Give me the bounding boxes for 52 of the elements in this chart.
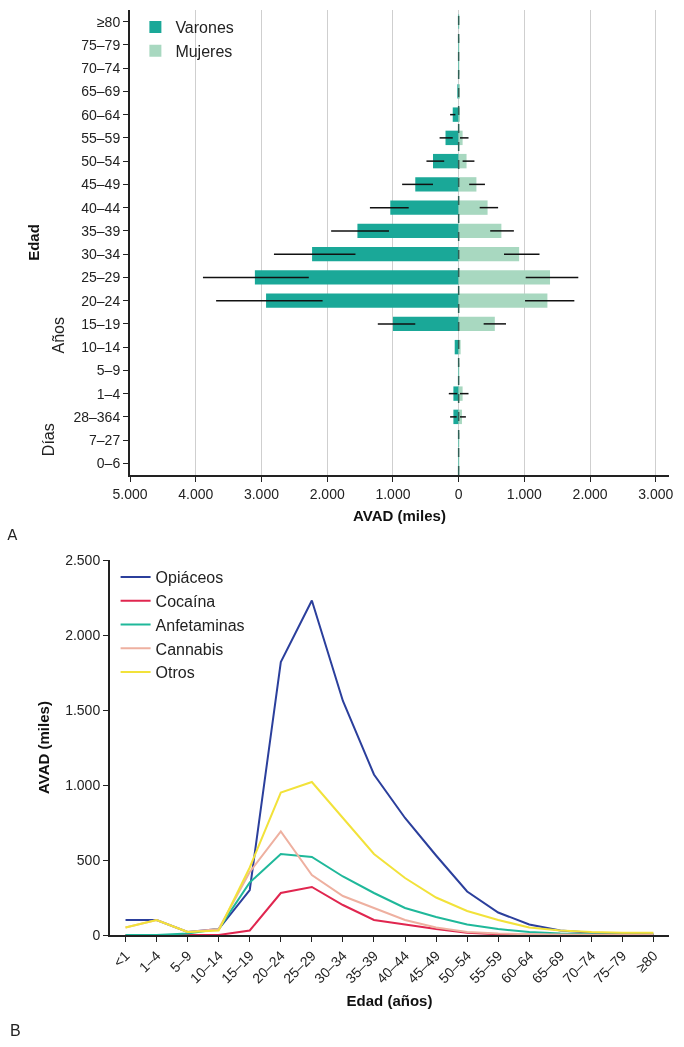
legend-label: Opiáceos	[155, 569, 224, 587]
x-tick-label: 3.000	[638, 485, 674, 502]
y-tick-label: 2.000	[65, 626, 101, 643]
y-tick-label: 0–6	[96, 455, 121, 472]
y-tick-label: 15–19	[81, 315, 121, 332]
legend-label: Otros	[155, 664, 195, 682]
y-tick-label: 1–4	[96, 385, 121, 402]
x-axis-title: AVAD (miles)	[353, 507, 446, 525]
legend-label: Mujeres	[175, 42, 233, 60]
y-tick-label: 75–79	[81, 36, 121, 53]
text: B	[10, 1022, 21, 1039]
y-tick-label: 2.500	[65, 551, 101, 568]
y-tick-label: 5–9	[96, 362, 121, 379]
x-tick-label: 3.000	[243, 485, 280, 502]
y-tick-label: 28–364	[73, 408, 121, 425]
y-tick-label: ≥80	[96, 13, 121, 30]
y-tick-label: 70–74	[81, 60, 121, 77]
y-tick-label: 25–29	[81, 269, 121, 286]
y-tick-label: 1.000	[65, 776, 101, 793]
x-tick-label: <1	[110, 947, 133, 971]
y-tick-label: 45–49	[81, 176, 121, 193]
y-tick-label: 500	[76, 851, 101, 868]
x-tick-label: 0	[454, 485, 463, 502]
x-tick-label: 2.000	[572, 485, 608, 502]
text: Años	[49, 317, 67, 354]
y-tick-label: 50–54	[81, 153, 121, 170]
y-tick-label: 10–14	[81, 339, 121, 356]
x-tick-label: 1.000	[375, 485, 411, 502]
y-tick-label: 1.500	[65, 701, 101, 718]
text: Días	[39, 423, 57, 457]
x-tick-label: 2.000	[309, 485, 345, 502]
y-tick-label: 60–64	[81, 106, 121, 123]
y-tick-label: 0	[92, 926, 101, 943]
y-tick-label: 65–69	[81, 83, 121, 100]
x-tick-label: 5.000	[112, 485, 148, 502]
y-tick-label: 35–39	[81, 222, 121, 239]
x-axis-title: Edad (años)	[346, 991, 433, 1009]
y-tick-label: 7–27	[89, 432, 121, 449]
y-tick-label: 40–44	[81, 199, 121, 216]
legend-label: Anfetaminas	[155, 616, 245, 634]
y-tick-label: 55–59	[81, 129, 121, 146]
x-tick-label: 1–4	[135, 947, 164, 976]
y-axis-title: AVAD (miles)	[34, 701, 52, 794]
y-axis-title: Edad	[25, 224, 43, 261]
x-tick-label: 4.000	[178, 485, 214, 502]
legend-label: Cocaína	[155, 592, 216, 610]
legend-label: Cannabis	[155, 640, 224, 658]
y-tick-label: 20–24	[81, 292, 121, 309]
y-tick-label: 30–34	[81, 246, 121, 263]
legend-label: Varones	[175, 19, 234, 37]
x-tick-label: 1.000	[506, 485, 543, 502]
x-tick-label: ≥80	[632, 947, 661, 976]
